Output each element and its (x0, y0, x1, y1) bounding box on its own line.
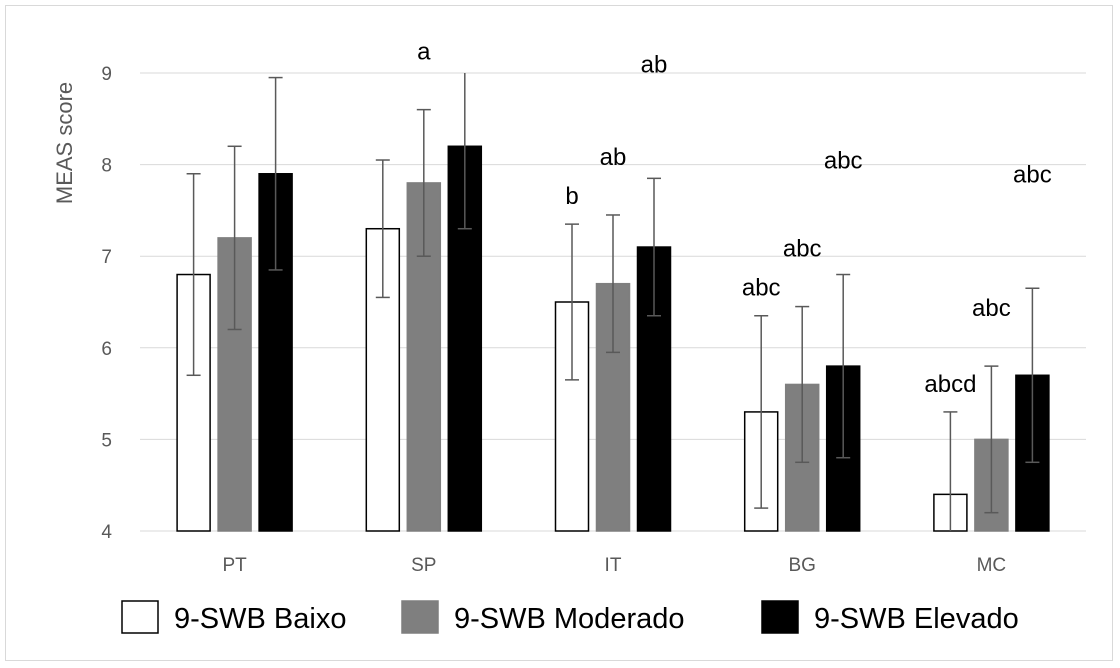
significance-label: abcd (924, 371, 976, 398)
legend-swatch (401, 600, 439, 634)
significance-label: abc (824, 148, 863, 175)
significance-label: ab (641, 51, 668, 78)
significance-label: ab (600, 144, 627, 171)
significance-label: a (417, 39, 431, 66)
significance-label: abc (972, 295, 1011, 322)
significance-label: abc (742, 275, 781, 302)
error-bars (186, 73, 1040, 531)
x-tick-label: MC (977, 555, 1007, 576)
legend-swatch (761, 600, 799, 634)
legend-label: 9-SWB Elevado (814, 603, 1019, 635)
x-tick-label: BG (788, 555, 815, 576)
significance-label: abc (1013, 161, 1052, 188)
legend-label: 9-SWB Moderado (454, 603, 685, 635)
y-axis-ticks: 4 5 6 7 8 9 (101, 64, 112, 543)
legend: 9-SWB Baixo 9-SWB Moderado 9-SWB Elevado (121, 600, 1019, 635)
x-tick-label: SP (411, 555, 436, 576)
significance-label: abc (783, 236, 822, 263)
y-tick-label: 8 (101, 156, 112, 177)
x-axis-ticks: PT SP IT BG MC (222, 555, 1006, 576)
y-tick-label: 6 (101, 339, 112, 360)
y-axis-label: MEAS score (52, 82, 77, 204)
legend-label: 9-SWB Baixo (174, 603, 346, 635)
legend-swatch (121, 600, 159, 634)
y-tick-label: 5 (101, 430, 112, 451)
x-tick-label: PT (222, 555, 247, 576)
gridlines (140, 72, 1086, 532)
y-tick-label: 4 (101, 522, 112, 543)
y-tick-label: 7 (101, 247, 112, 268)
x-tick-label: IT (605, 555, 622, 576)
y-tick-label: 9 (101, 64, 112, 85)
significance-label: b (565, 183, 578, 210)
